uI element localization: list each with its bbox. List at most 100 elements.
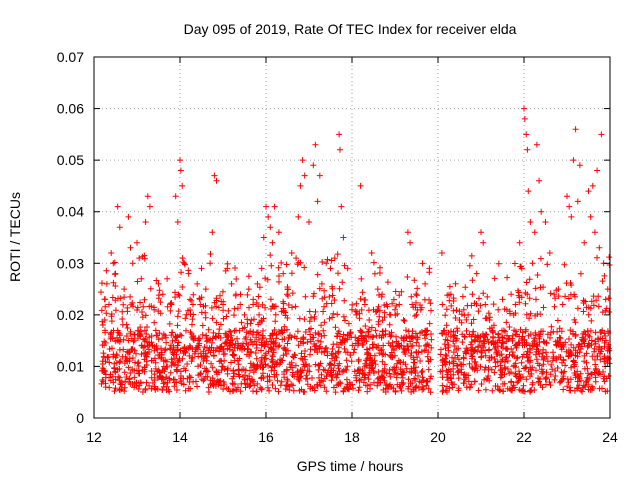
data-point	[509, 337, 516, 344]
data-point	[252, 366, 259, 373]
data-point	[301, 316, 308, 323]
data-point	[296, 374, 303, 381]
data-point	[318, 371, 325, 378]
data-point	[414, 354, 421, 361]
data-point	[417, 358, 424, 364]
data-point	[387, 333, 394, 340]
data-point	[401, 318, 408, 324]
data-point	[572, 293, 578, 300]
data-point	[151, 371, 158, 378]
data-point	[151, 306, 158, 313]
data-point	[141, 296, 148, 303]
data-point	[426, 296, 432, 303]
data-point	[469, 355, 475, 362]
data-point	[179, 182, 186, 189]
data-point	[127, 244, 134, 251]
data-point	[442, 312, 449, 319]
data-point	[544, 331, 551, 338]
data-point	[338, 203, 345, 210]
data-point	[602, 333, 609, 339]
data-point	[354, 337, 361, 344]
data-point	[361, 297, 368, 303]
data-point	[409, 333, 416, 340]
data-point	[490, 329, 497, 336]
data-point	[366, 345, 373, 352]
data-point	[277, 356, 284, 363]
data-point	[122, 378, 129, 385]
data-point	[170, 376, 177, 383]
data-point	[593, 297, 600, 304]
data-point	[427, 300, 434, 307]
data-point	[209, 375, 216, 382]
data-point	[512, 372, 519, 378]
data-point	[173, 379, 180, 386]
data-point	[255, 336, 262, 343]
data-point	[526, 295, 533, 302]
data-point	[459, 339, 466, 346]
data-point	[512, 301, 519, 308]
data-point	[482, 352, 489, 359]
data-point	[223, 313, 230, 320]
data-point	[554, 317, 561, 324]
data-point	[410, 304, 417, 311]
data-point	[106, 346, 113, 352]
data-point	[526, 315, 533, 322]
data-point	[106, 301, 112, 308]
data-point	[111, 259, 118, 266]
data-point	[334, 333, 341, 340]
data-point	[579, 384, 586, 391]
data-point	[141, 327, 148, 334]
data-point	[422, 342, 429, 349]
data-point	[486, 377, 493, 384]
data-point	[369, 344, 376, 351]
data-point	[299, 157, 306, 164]
data-point	[453, 362, 460, 369]
data-point	[316, 285, 323, 292]
data-point	[514, 341, 520, 348]
data-point	[215, 333, 222, 339]
data-point	[546, 379, 553, 385]
data-point	[158, 351, 165, 358]
data-point	[112, 368, 119, 375]
data-point	[135, 335, 141, 342]
data-point	[160, 383, 167, 390]
data-point	[339, 369, 346, 375]
data-point	[171, 355, 178, 362]
data-point	[114, 203, 121, 210]
data-point	[157, 310, 164, 317]
data-point	[234, 335, 240, 342]
data-point	[112, 354, 119, 361]
data-point	[137, 324, 144, 331]
data-point	[146, 339, 153, 346]
data-point	[602, 337, 609, 344]
data-point	[419, 368, 426, 375]
data-point	[225, 307, 232, 314]
data-point	[438, 250, 445, 256]
data-point	[567, 327, 574, 334]
data-point	[253, 363, 260, 370]
data-point	[253, 299, 260, 306]
data-point	[405, 328, 412, 335]
data-point	[413, 311, 420, 318]
data-point	[428, 344, 435, 351]
data-point	[587, 305, 594, 312]
data-point	[344, 265, 351, 272]
data-point	[361, 301, 368, 308]
data-point	[523, 131, 530, 138]
data-point	[177, 331, 184, 338]
y-tick-label: 0.03	[57, 255, 84, 271]
data-point	[383, 370, 390, 377]
data-point	[314, 381, 320, 388]
data-point	[388, 332, 395, 339]
data-point	[292, 303, 299, 310]
data-point	[134, 278, 141, 285]
data-point	[383, 301, 390, 308]
data-point	[340, 388, 347, 395]
data-point	[192, 345, 199, 352]
data-point	[418, 369, 425, 376]
data-point	[320, 308, 327, 315]
data-point	[507, 310, 513, 317]
data-point	[309, 334, 316, 341]
data-point	[319, 295, 326, 302]
data-point	[184, 375, 191, 382]
